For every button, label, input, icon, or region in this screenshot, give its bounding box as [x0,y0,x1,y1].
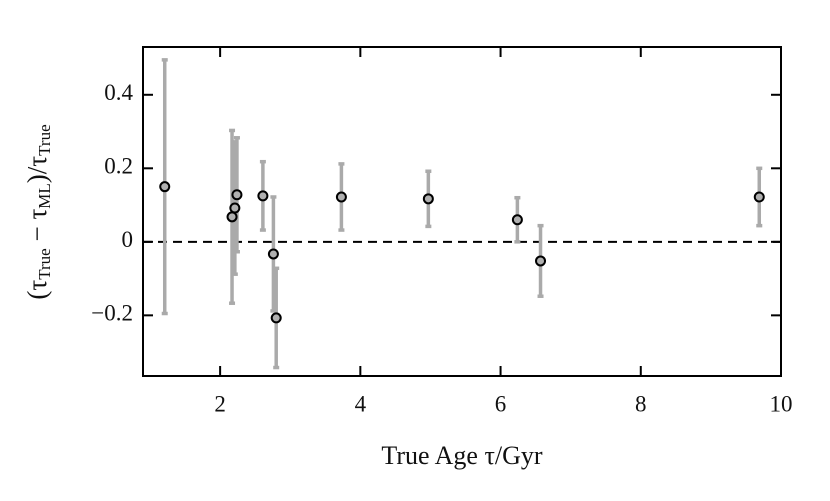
point [535,255,547,267]
point [257,190,269,202]
point [159,181,171,193]
x-tick-label: 8 [635,391,647,416]
y-tick-label: 0 [122,227,134,252]
point [422,193,434,205]
plot-frame [142,46,782,377]
y-label-part: − τ [22,209,52,249]
point [511,214,523,226]
y-label-part: (τ [22,280,52,300]
x-tick-label: 6 [495,391,507,416]
y-label-part: )/τ [22,156,52,183]
y-tick-label: 0.2 [104,154,133,179]
point [267,248,279,260]
point [753,191,765,203]
y-label-sub: True [35,248,54,280]
y-axis-label: (τTrue − τML)/τTrue [22,124,54,299]
y-label-sub: ML [35,183,54,209]
x-tick-label: 2 [214,391,226,416]
y-label-sub: True [35,124,54,156]
y-tick-label: −0.2 [91,301,133,326]
y-tick-label: 0.4 [104,80,133,105]
point [226,211,238,223]
point [270,312,282,324]
x-tick-label: 10 [770,391,793,416]
point [231,189,243,201]
x-axis-label: True Age τ/Gyr [381,441,542,470]
x-tick-label: 4 [355,391,367,416]
point [335,191,347,203]
point [229,202,241,214]
